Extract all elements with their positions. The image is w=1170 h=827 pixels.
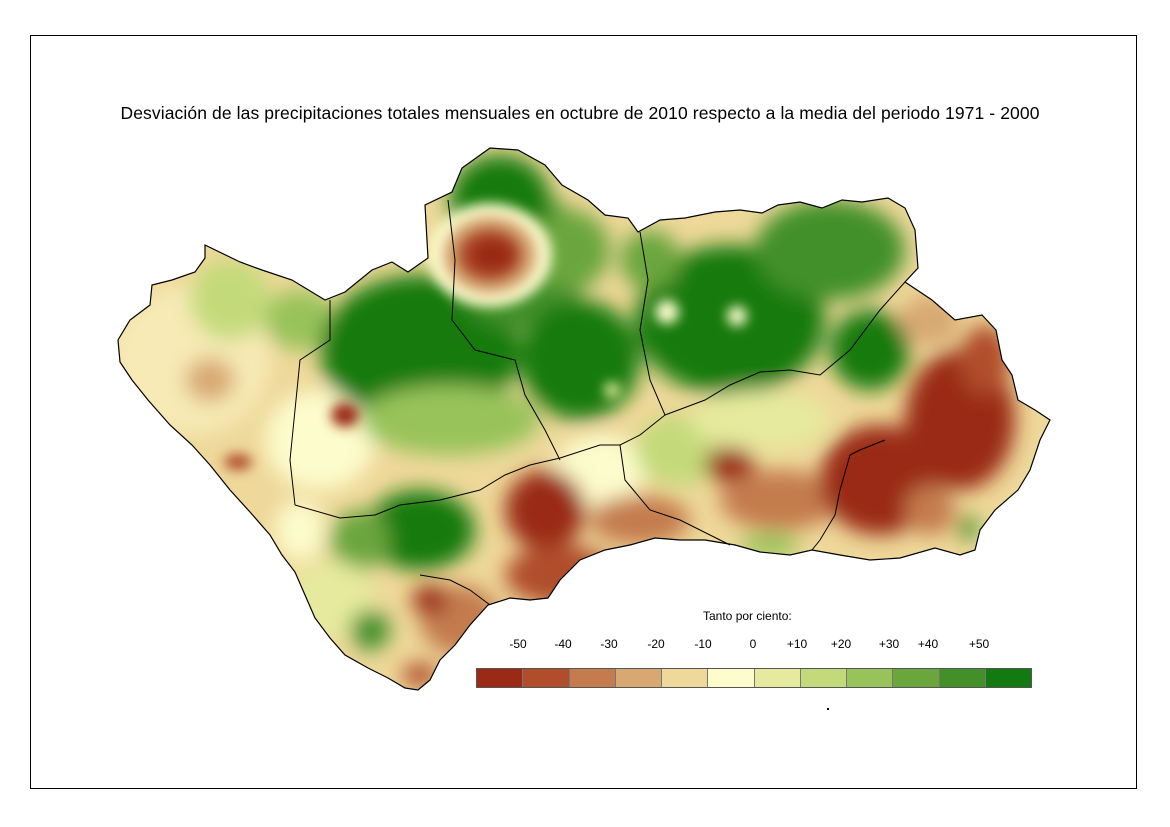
legend-tick: -40 [554, 637, 572, 651]
legend-tick: +50 [968, 637, 990, 651]
legend-swatch [893, 669, 940, 687]
legend-swatch [754, 669, 801, 687]
legend-swatch [523, 669, 570, 687]
legend-tick: 0 [749, 637, 757, 651]
legend-swatch [569, 669, 616, 687]
legend-tick: +20 [830, 637, 852, 651]
legend-tick: +40 [917, 637, 939, 651]
legend-tick: +30 [878, 637, 900, 651]
map-title: Desviación de las precipitaciones totale… [120, 103, 1040, 123]
map-frame [30, 35, 1137, 789]
legend-tick: -10 [694, 637, 712, 651]
precipitation-field [118, 148, 1050, 690]
legend-tick: -20 [647, 637, 665, 651]
legend-swatch [477, 669, 524, 687]
legend-tick: +10 [786, 637, 808, 651]
legend-swatch [800, 669, 847, 687]
legend-swatch [847, 669, 894, 687]
stray-dot [827, 708, 829, 710]
legend-swatch [985, 669, 1031, 687]
province-borders [289, 199, 906, 606]
legend-swatch [708, 669, 755, 687]
legend-swatch [939, 669, 986, 687]
legend-tick: -30 [600, 637, 618, 651]
legend-tick: -50 [509, 637, 527, 651]
legend-swatch [615, 669, 662, 687]
legend-color-bar [476, 668, 1032, 688]
legend-title: Tanto por ciento: [703, 609, 792, 623]
legend-swatch [662, 669, 709, 687]
